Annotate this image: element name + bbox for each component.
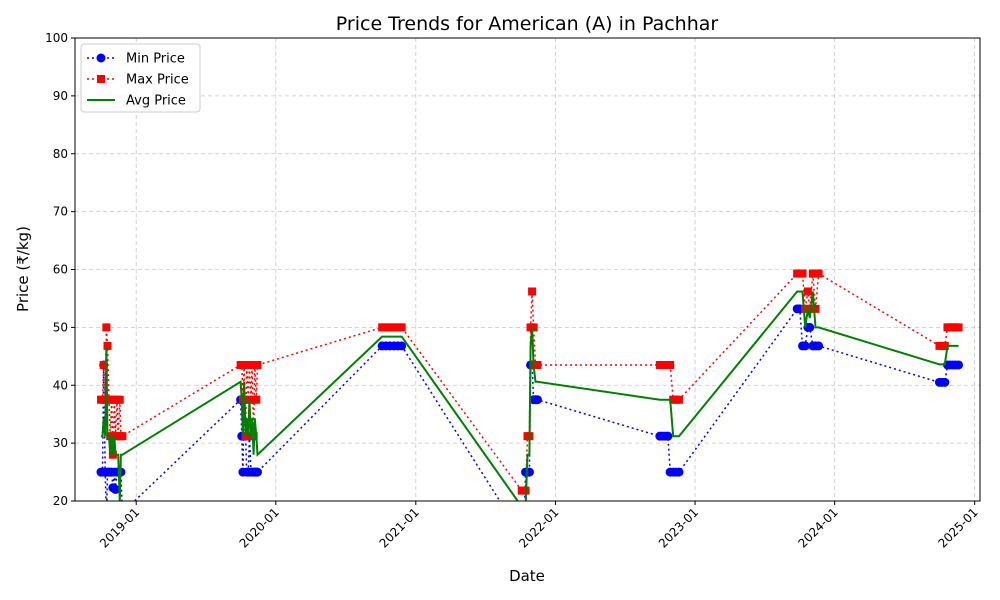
min-price-point [940,377,950,387]
min-price-point [532,395,542,405]
y-tick-label: 80 [53,147,68,161]
y-tick-label: 50 [53,320,68,334]
x-axis-label: Date [509,567,545,585]
legend-box [80,43,201,113]
min-price-point [800,341,810,351]
min-price-point [663,431,673,441]
y-tick-label: 60 [53,263,68,277]
plot-frame [74,37,981,502]
y-axis-ticks: 20 30 40 50 60 70 80 90 100 [45,31,75,508]
max-price-point [940,341,949,350]
max-price-point [385,323,394,332]
max-price-point [246,395,255,404]
max-price-point [118,432,127,441]
max-price-point [798,269,807,278]
max-price-point [674,395,683,404]
max-price-point [115,395,124,404]
min-price-point [954,360,964,370]
avg-price-line [101,290,959,501]
max-price-point [805,304,814,313]
y-tick-label: 70 [53,205,68,219]
max-price-point [533,360,542,369]
max-price-line [101,272,959,492]
max-price-point [103,341,112,350]
legend-marker [96,53,106,63]
y-axis-label: Price (₹/kg) [14,226,32,312]
max-price-point [106,432,115,441]
min-price-point [397,341,407,351]
max-price-point [803,287,812,296]
max-price-point [252,395,261,404]
min-price-point [814,341,824,351]
legend-label: Avg Price [126,94,186,109]
max-price-point [954,323,963,332]
max-price-point [528,287,537,296]
max-price-point [99,360,108,369]
legend-marker [97,75,105,83]
max-price-point [253,360,262,369]
max-price-point [801,304,810,313]
min-price-point [674,467,684,477]
max-price-point [808,269,817,278]
max-price-point [397,323,406,332]
legend-label: Min Price [126,52,185,67]
max-price-point [666,360,675,369]
y-tick-label: 40 [53,378,68,392]
min-price-point [805,322,815,332]
min-price-point [252,467,262,477]
series-layer [96,269,964,501]
legend: Min Price Max Price Avg Price [80,43,201,113]
max-price-point [529,323,538,332]
y-tick-label: 20 [53,494,68,508]
legend-label: Max Price [126,73,189,88]
y-tick-label: 30 [53,436,68,450]
y-tick-label: 100 [45,31,68,45]
max-price-point [811,304,820,313]
min-price-point [111,484,121,494]
max-price-point [814,269,823,278]
chart-title: Price Trends for American (A) in Pachhar [336,13,719,35]
y-tick-label: 90 [53,89,68,103]
max-price-point [102,323,111,332]
